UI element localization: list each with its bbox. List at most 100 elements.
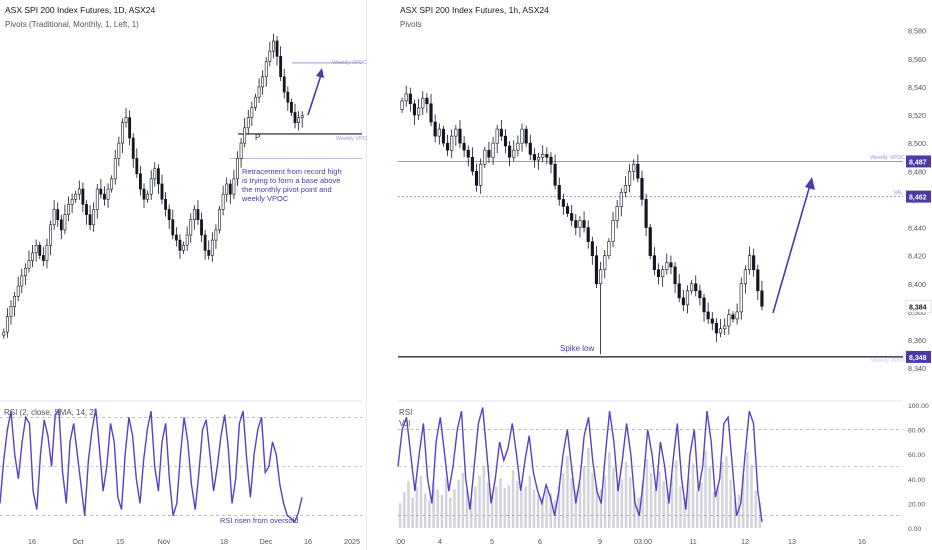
candle-body	[236, 158, 239, 180]
candle-body	[207, 250, 211, 256]
volume-bar	[758, 501, 762, 528]
candle-body	[412, 103, 417, 116]
candle-body	[2, 331, 6, 336]
time-tick-label: 16	[28, 537, 36, 546]
right-price-tags: 8,487 8,462 8,384 8,348	[905, 155, 932, 363]
volume-bar	[641, 482, 645, 528]
volume-bar	[716, 485, 720, 528]
candle-body	[23, 267, 27, 277]
volume-bar	[419, 475, 423, 528]
candle-body	[27, 260, 31, 269]
candle-body	[619, 192, 623, 207]
candle-body	[110, 178, 114, 190]
candle-body	[185, 234, 189, 246]
volume-bar	[511, 470, 515, 528]
price-tag	[906, 350, 931, 363]
candle-body	[706, 311, 710, 320]
candle-body	[63, 214, 67, 231]
volume-bar	[532, 489, 536, 528]
candle-body	[232, 178, 236, 195]
price-tick-label: 8,420	[908, 252, 926, 261]
candle-body	[636, 163, 640, 179]
candle-body	[433, 121, 437, 137]
candle-body	[450, 135, 454, 151]
volume-bar	[557, 486, 561, 528]
candle-body	[404, 93, 408, 102]
price-tag	[906, 190, 931, 203]
candle-body	[99, 188, 103, 195]
price-tag-label: 8,348	[909, 355, 927, 362]
volume-bar	[725, 456, 728, 528]
volume-bar	[536, 494, 540, 528]
candle-body	[290, 101, 293, 113]
candle-body	[38, 244, 42, 256]
candle-body	[661, 269, 665, 278]
volume-bar	[570, 478, 573, 528]
time-tick-label: 18	[220, 537, 228, 546]
right-rsi-axis: 100.00 80.00 60.00 40.00 20.00 0.00	[908, 403, 929, 533]
candle-body	[9, 306, 13, 318]
volume-bar	[700, 482, 703, 528]
candle-body	[466, 149, 470, 158]
left-levels	[230, 62, 362, 159]
volume-bar	[737, 494, 741, 528]
volume-bar	[549, 493, 552, 528]
time-tick-label: 9	[598, 537, 602, 546]
candle-body	[479, 163, 483, 186]
candle-body	[508, 145, 512, 158]
candle-body	[279, 55, 283, 78]
candle-body	[131, 137, 135, 159]
candle-body	[272, 40, 275, 52]
candle-body	[59, 219, 63, 231]
candle-body	[553, 163, 557, 186]
candle-body	[67, 204, 70, 215]
price-tick-label: 8,500	[908, 139, 926, 148]
candle-body	[254, 96, 257, 108]
time-tick-label: 13	[788, 537, 796, 546]
volume-bar	[733, 500, 737, 528]
time-tick-label: 6	[538, 537, 542, 546]
candle-body	[623, 185, 628, 193]
candle-body	[512, 149, 516, 158]
right-weekly-vpoc-label-lower: Weekly VPOC	[871, 358, 906, 364]
volume-bar	[620, 479, 624, 528]
candle-body	[400, 100, 404, 110]
candle-body	[171, 219, 175, 236]
candle-body	[239, 142, 243, 159]
candle-body	[652, 255, 656, 271]
volume-bar	[599, 489, 603, 528]
candle-body	[702, 297, 706, 313]
candle-body	[698, 290, 702, 299]
candle-body	[124, 117, 128, 123]
volume-bar	[704, 450, 707, 528]
right-up-arrow-icon	[772, 184, 811, 314]
volume-bar	[486, 482, 490, 528]
volume-bar	[741, 475, 745, 528]
candle-body	[756, 269, 760, 292]
volume-bar	[562, 472, 565, 528]
candle-body	[113, 158, 117, 180]
volume-bar	[436, 489, 440, 528]
candle-body	[45, 244, 49, 261]
candle-body	[77, 188, 81, 195]
right-rsi-title: RSI	[399, 408, 412, 417]
candle-body	[632, 163, 636, 172]
volume-bar	[515, 481, 519, 528]
right-chart-panel[interactable]: 8,3408,3608,3808,4008,4208,4408,4608,480…	[395, 5, 932, 546]
time-tick-label: Nov	[158, 537, 171, 546]
price-tag	[906, 155, 931, 168]
left-arrowhead-icon	[316, 68, 324, 78]
candle-body	[250, 107, 254, 118]
candle-body	[578, 220, 582, 228]
candle-body	[417, 107, 421, 116]
volume-bar	[415, 486, 419, 528]
candle-body	[174, 234, 178, 241]
volume-bar	[720, 461, 724, 528]
volume-bar	[461, 472, 465, 528]
volume-bar	[603, 475, 607, 528]
candle-body	[146, 193, 150, 200]
candle-body	[221, 193, 225, 210]
candle-body	[257, 86, 261, 98]
left-annotation-line-4: weekly VPOC	[241, 194, 289, 203]
